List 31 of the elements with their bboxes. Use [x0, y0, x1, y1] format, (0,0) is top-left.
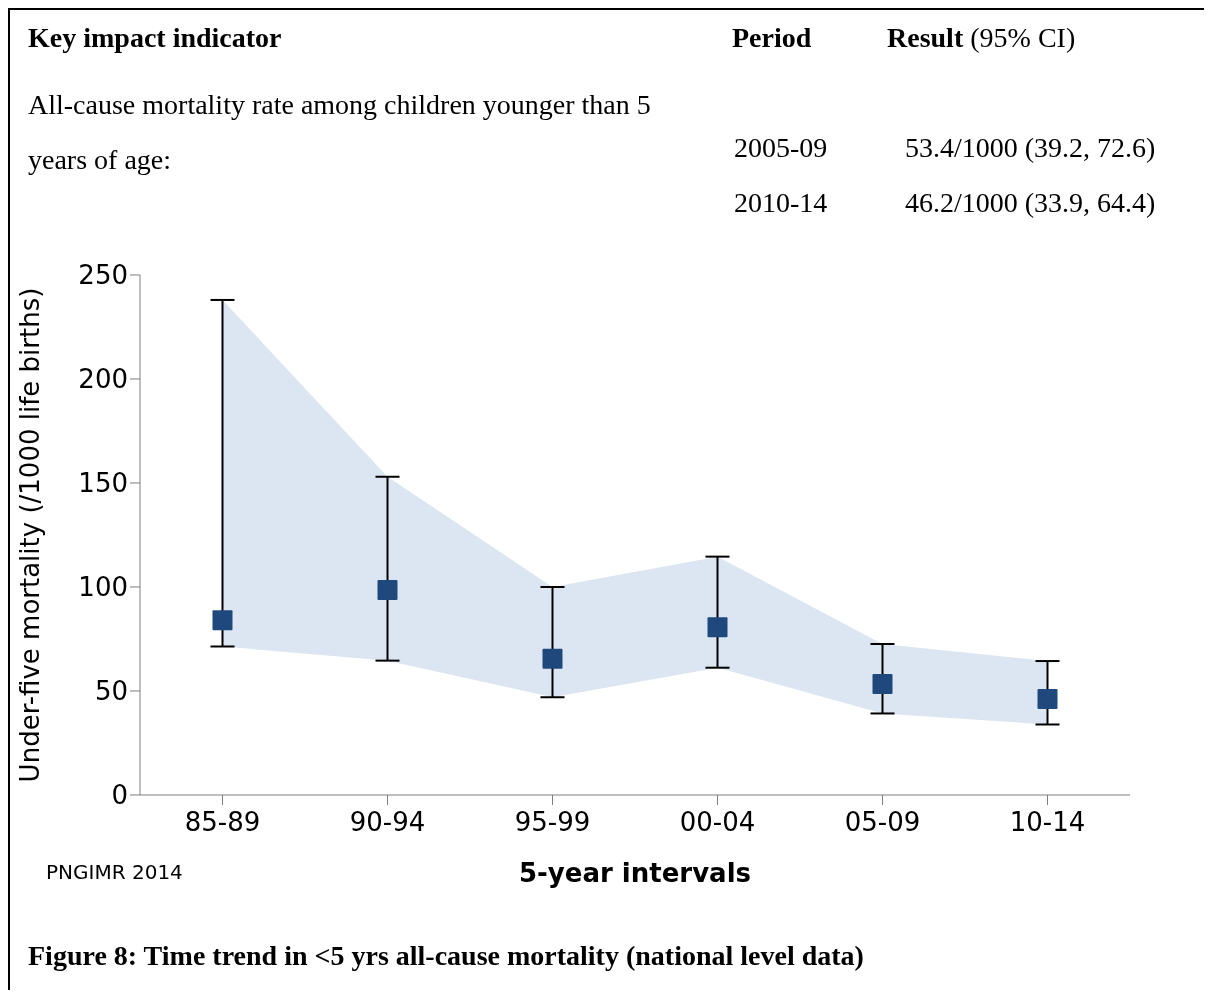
text: All-cause mortality rate among children younger than 5 years of age:	[28, 89, 651, 175]
y-tick-label: 150	[78, 468, 128, 499]
y-tick-label: 0	[111, 780, 128, 811]
x-tick-label: 90-94	[349, 807, 426, 838]
x-tick-label: 85-89	[184, 807, 261, 838]
y-tick-label: 200	[78, 364, 128, 395]
y-tick-label: 50	[94, 676, 128, 707]
x-tick-label: 00-04	[679, 807, 756, 838]
text: Period	[732, 22, 812, 53]
text: PNGIMR 2014	[46, 860, 183, 884]
point	[1037, 688, 1058, 709]
text: Key impact indicator	[28, 22, 282, 53]
text: Figure 8: Time trend in <5 yrs all-cause mortality (national level data)	[27, 939, 865, 973]
text: 46.2/1000 (33.9, 64.4)	[905, 187, 1156, 218]
text: Result	[887, 22, 964, 53]
text: 2005-09	[734, 132, 828, 163]
point	[542, 648, 563, 669]
text: (95% CI)	[969, 22, 1076, 53]
x-axis-title: 5-year intervals	[518, 858, 752, 888]
y-tick-label: 100	[78, 572, 128, 603]
text: 53.4/1000 (39.2, 72.6)	[905, 132, 1156, 163]
x-tick-label: 95-99	[514, 807, 591, 838]
point	[707, 617, 728, 638]
y-tick-label: 250	[78, 260, 128, 291]
text: 2010-14	[734, 187, 828, 218]
point	[212, 610, 233, 631]
x-tick-label: 10-14	[1009, 807, 1086, 838]
point	[872, 673, 893, 694]
y-axis-title: Under-five mortality (/1000 life births)	[15, 287, 46, 783]
x-tick-label: 05-09	[844, 807, 921, 838]
point	[377, 580, 398, 601]
